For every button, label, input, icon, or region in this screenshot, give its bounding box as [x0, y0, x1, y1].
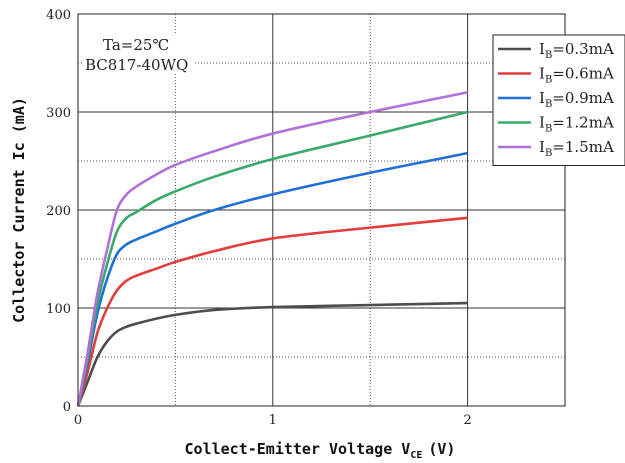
grid-lines	[78, 14, 565, 406]
legend: IB=0.3mA IB=0.6mA IB=0.9mA IB=1.2mA IB=1.5mA	[492, 34, 625, 166]
y-tick-label: 300	[46, 106, 71, 121]
x-axis-label-unit: (V)	[428, 440, 455, 458]
legend-label-3: IB=1.2mA	[539, 114, 614, 135]
y-tick-label: 200	[46, 204, 71, 219]
series-line-3	[76, 110, 468, 407]
annotation-temperature: Ta=25℃	[103, 36, 169, 54]
series-line-1	[76, 216, 468, 407]
legend-box	[492, 34, 625, 166]
plot-frame	[77, 13, 566, 407]
x-tick-label: 1	[269, 413, 277, 428]
annotation-box: Ta=25℃ BC817-40WQ	[82, 34, 194, 74]
x-axis-title: Collect-Emitter Voltage VCE (V)	[185, 440, 456, 461]
tick-labels: 0 1 2 0 100 200 300 400	[46, 8, 472, 428]
series-line-4	[76, 91, 468, 407]
y-tick-label: 100	[46, 302, 71, 317]
x-axis-label: Collect-Emitter Voltage V	[185, 440, 411, 458]
series-curves	[76, 91, 468, 407]
annotation-part-number: BC817-40WQ	[85, 56, 188, 74]
legend-label-1: IB=0.6mA	[539, 65, 614, 86]
legend-label-4: IB=1.5mA	[539, 138, 614, 159]
legend-label-2: IB=0.9mA	[539, 89, 614, 110]
legend-label-0: IB=0.3mA	[539, 40, 614, 61]
y-tick-label: 0	[63, 400, 71, 415]
y-tick-label: 400	[46, 8, 71, 23]
y-axis-title: Collector Current Ic (mA)	[10, 97, 28, 323]
x-tick-label: 2	[463, 413, 471, 428]
x-axis-label-subscript: CE	[410, 450, 422, 461]
x-tick-label: 0	[74, 413, 82, 428]
series-line-0	[76, 301, 468, 407]
series-line-2	[76, 151, 468, 407]
